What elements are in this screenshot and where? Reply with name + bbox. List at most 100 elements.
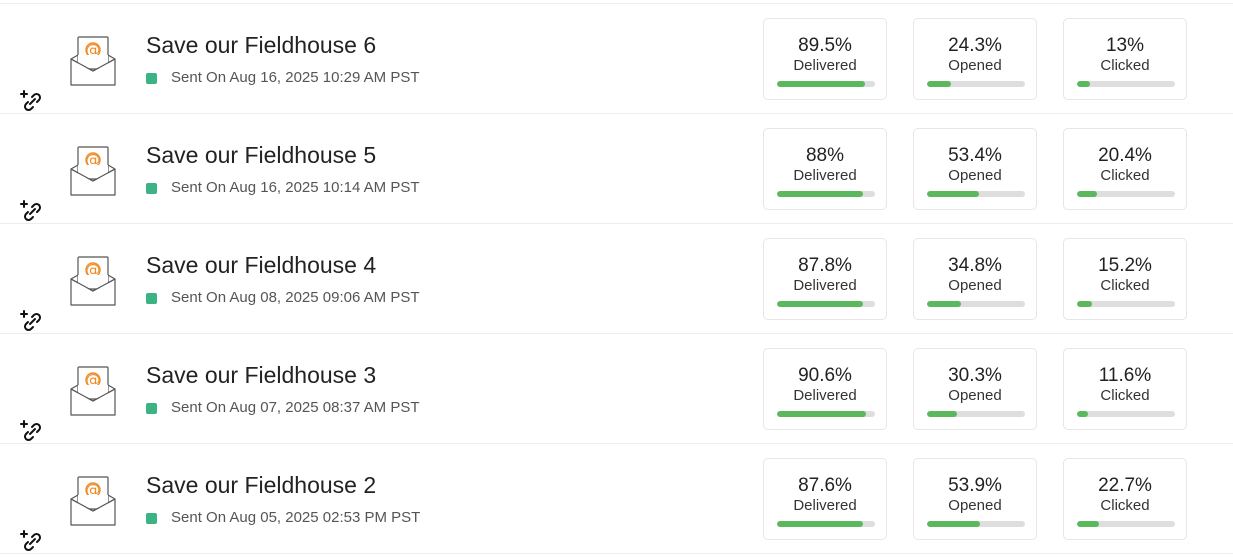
status-indicator [146, 183, 157, 194]
stat-card-delivered: 88% Delivered [763, 128, 887, 210]
progress-fill [1077, 191, 1097, 197]
sent-timestamp: Sent On Aug 07, 2025 08:37 AM PST [171, 399, 420, 416]
stat-value: 53.9% [948, 475, 1002, 496]
campaign-title[interactable]: Save our Fieldhouse 6 [146, 32, 377, 58]
stat-card-delivered: 89.5% Delivered [763, 18, 887, 100]
stat-value: 22.7% [1098, 475, 1152, 496]
progress-bar [927, 81, 1025, 87]
stat-value: 15.2% [1098, 255, 1152, 276]
svg-text:@: @ [86, 151, 101, 169]
campaign-title[interactable]: Save our Fieldhouse 2 [146, 472, 377, 498]
progress-fill [1077, 521, 1100, 527]
progress-fill [927, 521, 980, 527]
stat-card-clicked: 22.7% Clicked [1063, 458, 1187, 540]
svg-text:@: @ [86, 371, 101, 389]
progress-bar [1077, 521, 1175, 527]
status-indicator [146, 403, 157, 414]
add-link-icon[interactable] [20, 310, 42, 332]
stat-label: Opened [948, 387, 1002, 404]
campaign-title[interactable]: Save our Fieldhouse 4 [146, 252, 377, 278]
email-envelope-icon: @ [69, 255, 117, 307]
progress-fill [777, 191, 864, 197]
sent-timestamp: Sent On Aug 16, 2025 10:29 AM PST [171, 69, 420, 86]
stat-card-delivered: 90.6% Delivered [763, 348, 887, 430]
stat-card-clicked: 20.4% Clicked [1063, 128, 1187, 210]
stat-label: Clicked [1100, 387, 1150, 404]
sent-timestamp: Sent On Aug 08, 2025 09:06 AM PST [171, 289, 420, 306]
add-link-icon[interactable] [20, 530, 42, 552]
progress-fill [1077, 301, 1092, 307]
stat-value: 53.4% [948, 145, 1002, 166]
progress-fill [1077, 81, 1090, 87]
progress-bar [777, 521, 875, 527]
progress-bar [1077, 301, 1175, 307]
progress-bar [927, 411, 1025, 417]
progress-fill [1077, 411, 1089, 417]
stat-value: 90.6% [798, 365, 852, 386]
progress-bar [777, 411, 875, 417]
progress-fill [777, 301, 864, 307]
stat-value: 88% [805, 145, 845, 166]
add-link-icon[interactable] [20, 200, 42, 222]
stat-card-clicked: 15.2% Clicked [1063, 238, 1187, 320]
stat-card-delivered: 87.8% Delivered [763, 238, 887, 320]
email-envelope-icon: @ [69, 365, 117, 417]
stat-value: 20.4% [1098, 145, 1152, 166]
progress-fill [927, 191, 980, 197]
stat-label: Opened [948, 57, 1002, 74]
stat-card-opened: 53.4% Opened [913, 128, 1037, 210]
progress-bar [927, 521, 1025, 527]
sent-timestamp: Sent On Aug 16, 2025 10:14 AM PST [171, 179, 420, 196]
stat-label: Delivered [793, 277, 857, 294]
stat-label: Delivered [793, 497, 857, 514]
sent-timestamp: Sent On Aug 05, 2025 02:53 PM PST [171, 509, 421, 526]
add-link-icon[interactable] [20, 90, 42, 112]
progress-fill [777, 411, 866, 417]
stat-label: Opened [948, 497, 1002, 514]
progress-fill [927, 411, 957, 417]
stat-card-opened: 30.3% Opened [913, 348, 1037, 430]
stat-label: Delivered [793, 387, 857, 404]
campaign-row[interactable]: @ Save our Fieldhouse 3 Sent On Aug 07, … [0, 334, 1233, 444]
campaign-row[interactable]: @ Save our Fieldhouse 2 Sent On Aug 05, … [0, 444, 1233, 554]
stat-label: Delivered [793, 167, 857, 184]
campaign-title[interactable]: Save our Fieldhouse 3 [146, 362, 377, 388]
progress-fill [777, 81, 865, 87]
stat-card-clicked: 13% Clicked [1063, 18, 1187, 100]
stat-value: 30.3% [948, 365, 1002, 386]
svg-text:@: @ [86, 261, 101, 279]
progress-bar [777, 301, 875, 307]
status-indicator [146, 293, 157, 304]
stat-card-opened: 53.9% Opened [913, 458, 1037, 540]
campaign-title[interactable]: Save our Fieldhouse 5 [146, 142, 377, 168]
progress-bar [1077, 81, 1175, 87]
svg-text:@: @ [86, 481, 101, 499]
stat-label: Clicked [1100, 57, 1150, 74]
stat-label: Delivered [793, 57, 857, 74]
campaign-row[interactable]: @ Save our Fieldhouse 5 Sent On Aug 16, … [0, 114, 1233, 224]
stat-value: 34.8% [948, 255, 1002, 276]
stat-label: Clicked [1100, 277, 1150, 294]
svg-text:@: @ [86, 41, 101, 59]
status-indicator [146, 513, 157, 524]
progress-bar [927, 301, 1025, 307]
campaign-row[interactable]: @ Save our Fieldhouse 4 Sent On Aug 08, … [0, 224, 1233, 334]
add-link-icon[interactable] [20, 420, 42, 442]
progress-bar [927, 191, 1025, 197]
progress-bar [1077, 191, 1175, 197]
email-envelope-icon: @ [69, 475, 117, 527]
progress-fill [777, 521, 863, 527]
progress-bar [777, 81, 875, 87]
stat-label: Opened [948, 167, 1002, 184]
stat-card-opened: 34.8% Opened [913, 238, 1037, 320]
stat-label: Clicked [1100, 167, 1150, 184]
stat-label: Clicked [1100, 497, 1150, 514]
email-envelope-icon: @ [69, 35, 117, 87]
stat-value: 89.5% [798, 35, 852, 56]
campaign-row[interactable]: @ Save our Fieldhouse 6 Sent On Aug 16, … [0, 4, 1233, 114]
progress-fill [927, 81, 951, 87]
stat-value: 24.3% [948, 35, 1002, 56]
stat-card-opened: 24.3% Opened [913, 18, 1037, 100]
stat-value: 87.8% [798, 255, 852, 276]
divider [0, 3, 1233, 4]
